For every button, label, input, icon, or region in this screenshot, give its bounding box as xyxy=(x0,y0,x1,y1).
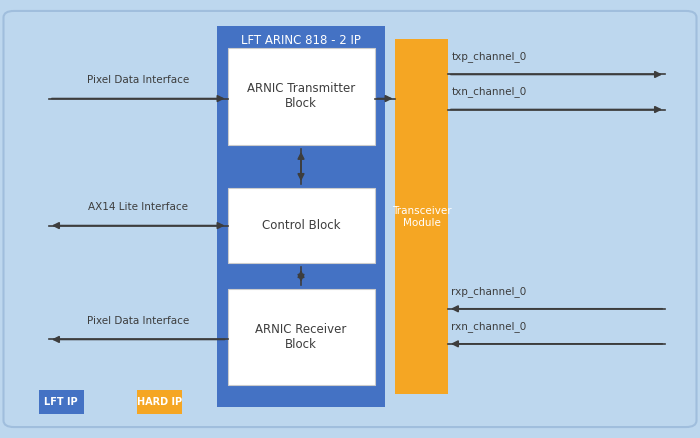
Text: AX14 Lite Interface: AX14 Lite Interface xyxy=(88,202,188,212)
Bar xyxy=(136,390,182,414)
Text: Pixel Data Interface: Pixel Data Interface xyxy=(87,316,190,326)
Bar xyxy=(228,48,374,145)
Bar xyxy=(38,390,84,414)
Bar xyxy=(395,39,448,394)
Text: Pixel Data Interface: Pixel Data Interface xyxy=(87,75,190,85)
Bar xyxy=(228,188,374,263)
Text: HARD IP: HARD IP xyxy=(136,397,182,407)
Bar xyxy=(217,26,385,407)
Text: LFT ARINC 818 - 2 IP: LFT ARINC 818 - 2 IP xyxy=(241,34,361,47)
FancyBboxPatch shape xyxy=(4,11,696,427)
Text: rxn_channel_0: rxn_channel_0 xyxy=(452,321,526,332)
Text: ARNIC Transmitter
Block: ARNIC Transmitter Block xyxy=(247,82,355,110)
Text: txn_channel_0: txn_channel_0 xyxy=(452,86,526,97)
Text: Transceiver
Module: Transceiver Module xyxy=(392,206,452,228)
Text: Control Block: Control Block xyxy=(262,219,340,232)
Text: ARNIC Receiver
Block: ARNIC Receiver Block xyxy=(256,323,346,351)
Text: LFT IP: LFT IP xyxy=(44,397,78,407)
Text: txp_channel_0: txp_channel_0 xyxy=(452,51,526,62)
Text: rxp_channel_0: rxp_channel_0 xyxy=(452,286,526,297)
Bar xyxy=(228,289,374,385)
